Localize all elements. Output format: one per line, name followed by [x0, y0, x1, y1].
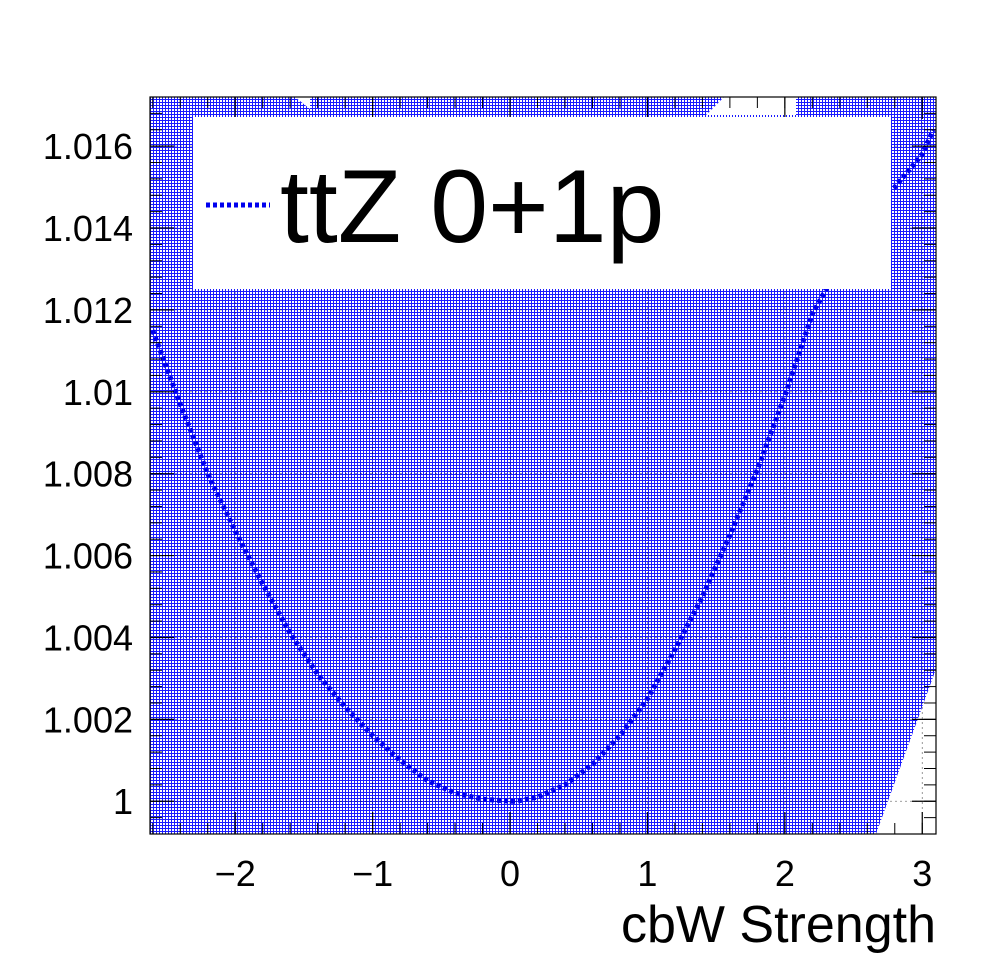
legend-box	[193, 117, 891, 289]
fill-gap-right	[706, 97, 796, 115]
x-tick-label: −2	[215, 853, 256, 894]
y-tick-label: 1.014	[43, 208, 133, 249]
y-tick-label: 1.008	[43, 454, 133, 495]
x-tick-label: 1	[637, 853, 657, 894]
x-tick-label: −1	[352, 853, 393, 894]
y-tick-label: 1.016	[43, 126, 133, 167]
y-tick-label: 1.004	[43, 617, 133, 658]
x-tick-label: 3	[912, 853, 932, 894]
plot-frame	[149, 96, 937, 835]
y-tick-label: 1.006	[43, 536, 133, 577]
x-tick-label: 0	[500, 853, 520, 894]
fill-gap-bottom-right	[876, 669, 936, 834]
legend: ttZ 0+1p	[193, 117, 891, 289]
x-axis-label: cbW Strength	[621, 896, 936, 954]
y-tick-label: 1	[113, 781, 133, 822]
y-tick-label: 1.002	[43, 699, 133, 740]
fill-gap-left	[295, 97, 310, 109]
y-tick-label: 1.012	[43, 290, 133, 331]
legend-label: ttZ 0+1p	[280, 149, 664, 265]
axes: −2 −1 0 1 2 3 1 1.002 1.004 1.006 1.008 1.01 1.012 1.…	[43, 96, 937, 894]
series-line-ttz	[150, 128, 936, 804]
data-series-ttz	[150, 128, 936, 804]
y-tick-label: 1.01	[63, 372, 133, 413]
x-tick-label: 2	[775, 853, 795, 894]
